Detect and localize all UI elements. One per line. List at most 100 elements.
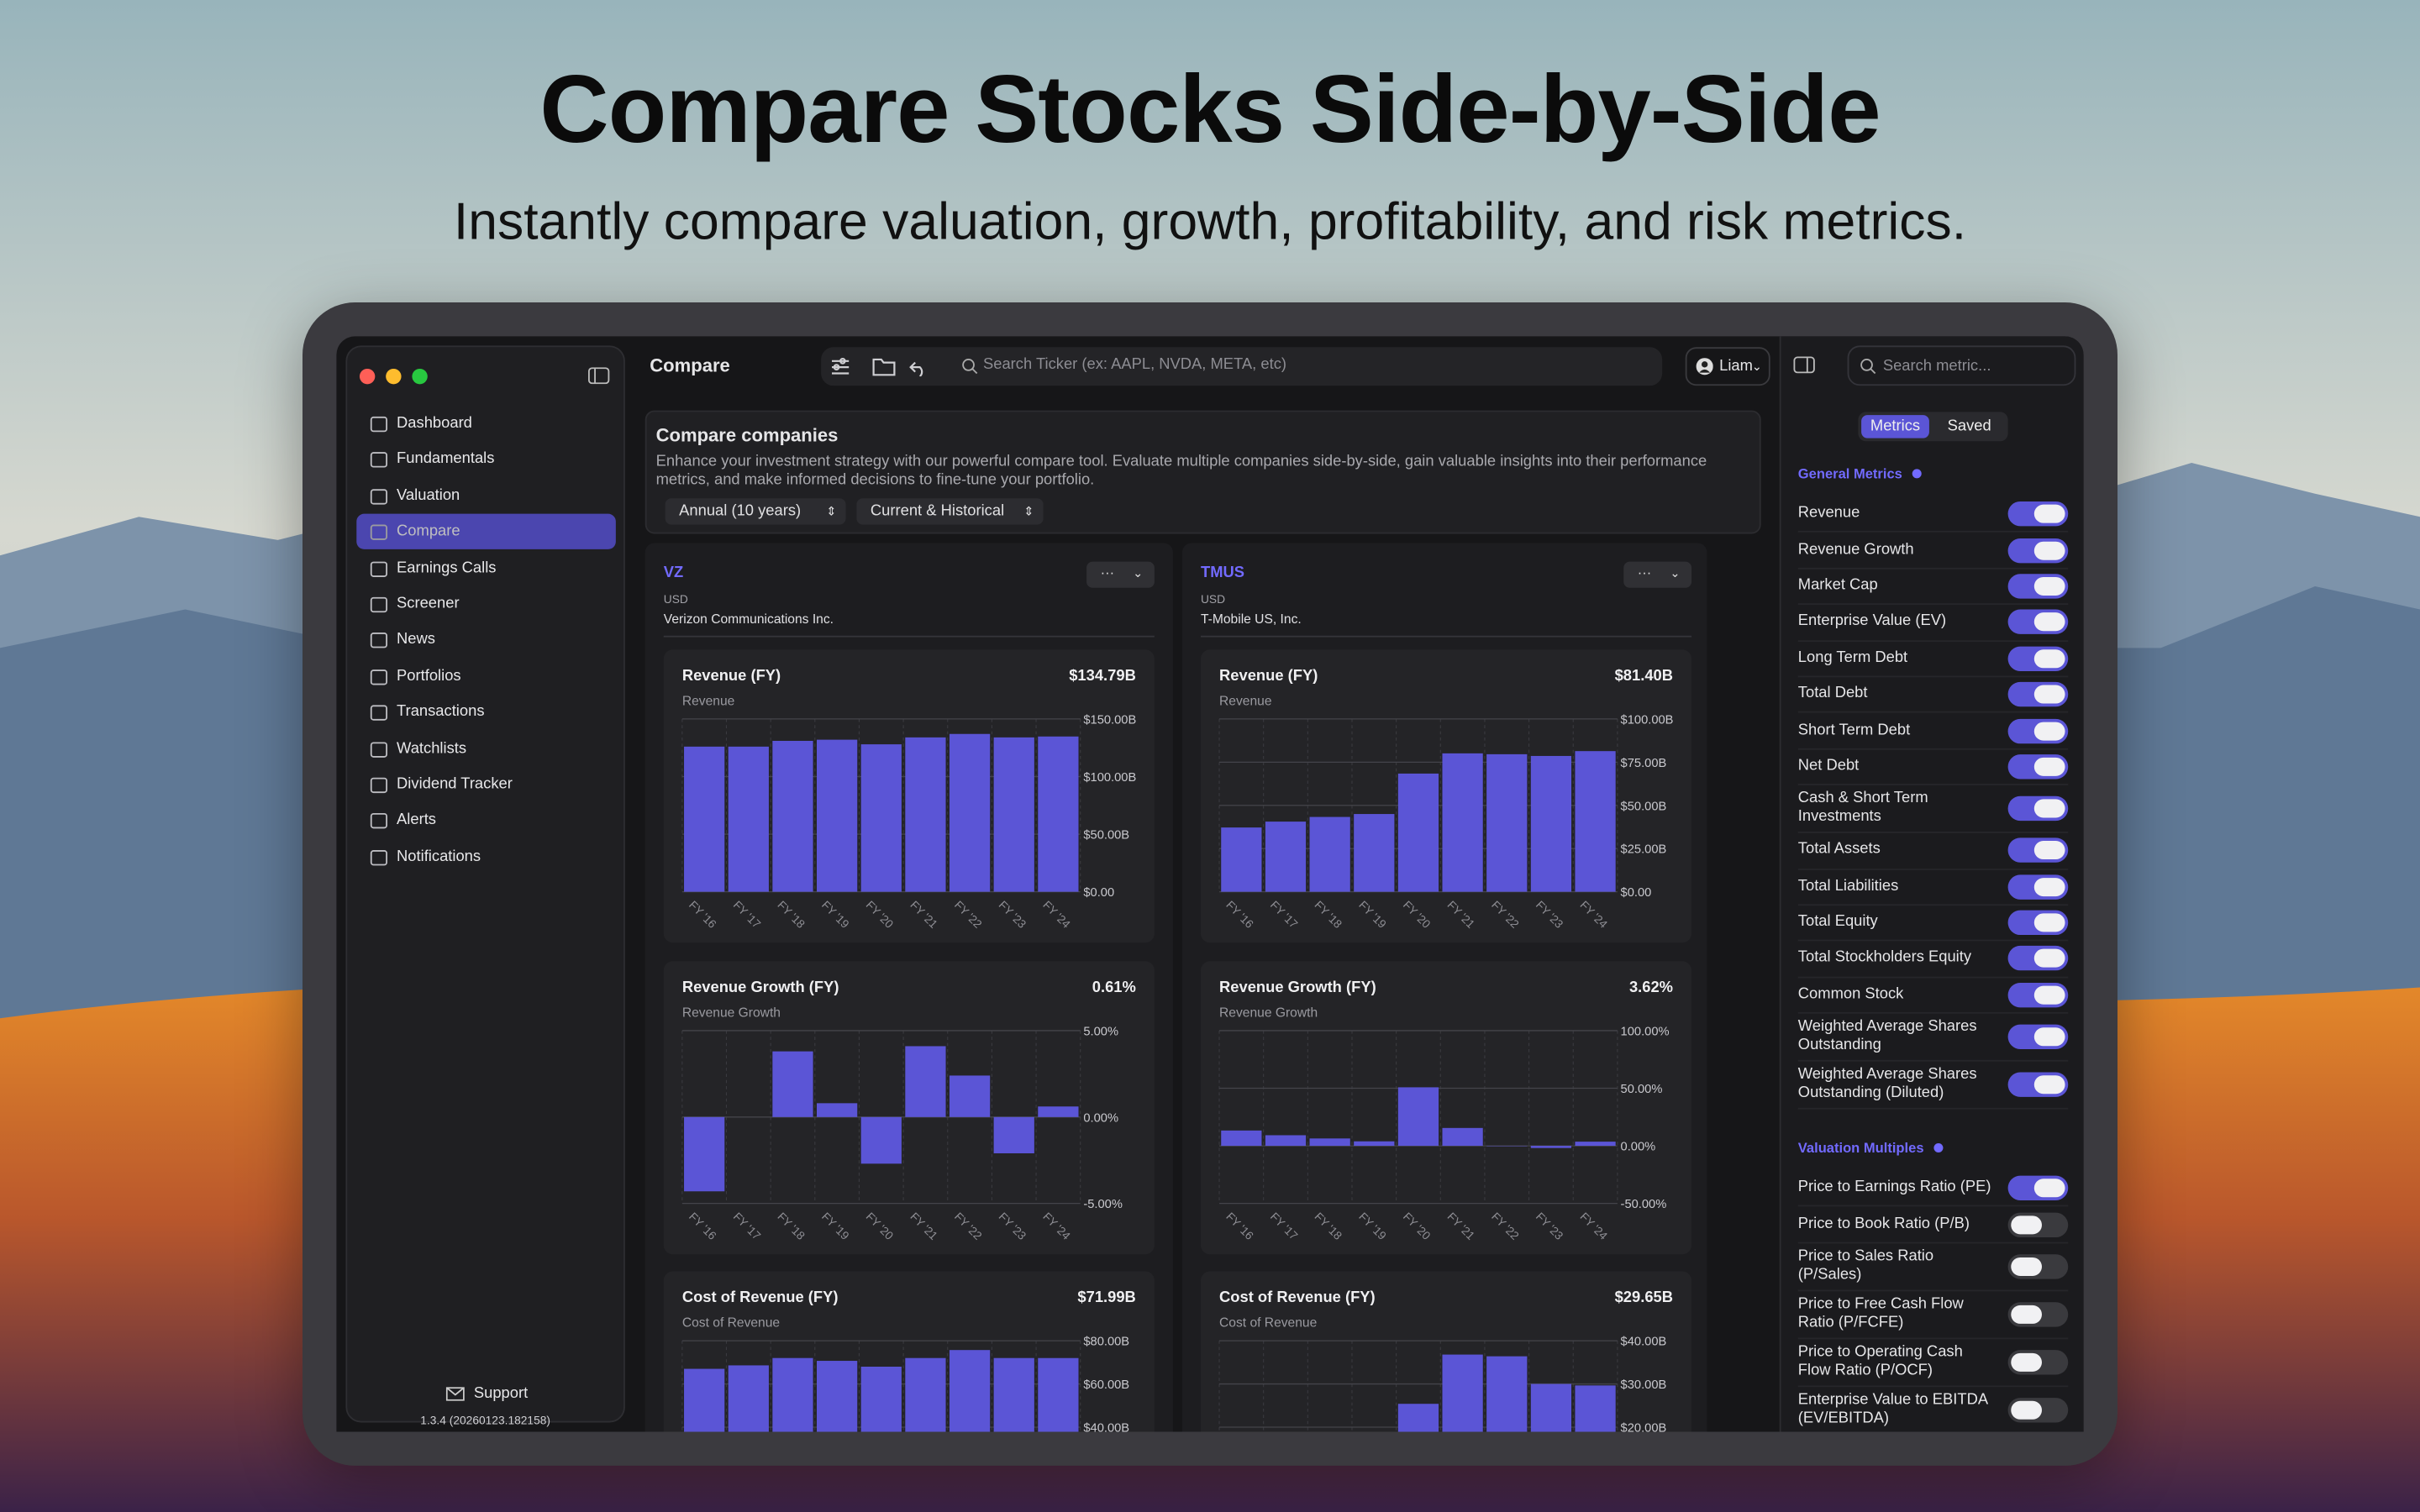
period-select[interactable]: Annual (10 years) ⇕ [665, 498, 846, 525]
toggle[interactable] [2007, 1212, 2069, 1237]
tab[interactable]: Metrics [1861, 415, 1929, 438]
metric-label: Enterprise Value to EBITDA (EV/EBITDA) [1797, 1391, 1988, 1427]
toggle[interactable] [2007, 795, 2069, 822]
toggle[interactable] [2007, 874, 2069, 900]
user-button[interactable]: Liam ⌄ [1685, 347, 1770, 386]
bar [1397, 1086, 1439, 1146]
minimize-button[interactable] [386, 368, 402, 385]
chart-title: Revenue (FY) [682, 666, 781, 684]
sidebar-toggle[interactable] [587, 367, 610, 385]
nav-icon [370, 849, 388, 866]
bar [1530, 755, 1572, 892]
nav-label: News [397, 631, 435, 649]
toggle[interactable] [2007, 501, 2069, 527]
toggle-knob [2033, 721, 2065, 740]
page-title: Compare [650, 354, 730, 377]
company-panel: VZ USD Verizon Communications Inc. ··· ⌄ Reve… [644, 543, 1173, 1432]
nav-item[interactable]: Transactions [356, 695, 616, 730]
toggle[interactable] [2007, 837, 2069, 864]
x-tick-label: FY '22 [952, 1210, 984, 1242]
nav-item[interactable]: Earnings Calls [356, 550, 616, 585]
toggle[interactable] [2007, 1072, 2069, 1098]
toggle[interactable] [2007, 910, 2069, 936]
nav-item[interactable]: Dashboard [356, 406, 616, 441]
metric-label: Common Stock [1797, 985, 1904, 1003]
bar [728, 1365, 769, 1432]
bar [1265, 1134, 1307, 1146]
metric-row: Common Stock [1797, 978, 2069, 1014]
nav-item[interactable]: Fundamentals [356, 442, 616, 477]
toggle[interactable] [2007, 610, 2069, 635]
nav-item[interactable]: Portfolios [356, 659, 616, 694]
chart-card: Revenue (FY) $134.79B Revenue $0.00 $50.00B $… [663, 649, 1155, 943]
nav-item[interactable]: Watchlists [356, 731, 616, 766]
inspector-toggle[interactable] [1793, 356, 1815, 374]
subheadline: Instantly compare valuation, growth, pro… [453, 192, 1967, 252]
bar [684, 1116, 725, 1191]
company-name: T-Mobile US, Inc. [1200, 611, 1302, 627]
toggle[interactable] [2007, 1349, 2069, 1375]
toggle-knob [2033, 612, 2065, 632]
toggle[interactable] [2007, 946, 2069, 972]
nav-item[interactable]: Dividend Tracker [356, 767, 616, 802]
chart-subtitle: Revenue Growth [1219, 1005, 1318, 1019]
toggle[interactable] [2007, 1301, 2069, 1327]
toggle[interactable] [2007, 574, 2069, 599]
metric-list: General Metrics Revenue Revenue Growth Mark… [1797, 452, 2069, 1431]
nav-item[interactable]: Alerts [356, 803, 616, 838]
nav-item[interactable]: Compare [356, 513, 616, 550]
more-button[interactable]: ··· ⌄ [1623, 561, 1692, 588]
x-tick-label: FY '22 [1489, 899, 1521, 931]
divider [1200, 635, 1692, 638]
company-panel: TMUS USD T-Mobile US, Inc. ··· ⌄ Revenue (FY)… [1181, 543, 1707, 1432]
nav-label: Earnings Calls [397, 559, 497, 577]
toggle[interactable] [2007, 1024, 2069, 1050]
tab[interactable]: Saved [1947, 417, 1991, 435]
x-tick-label: FY '24 [1040, 899, 1073, 932]
nav-icon [370, 705, 388, 722]
x-tick-label: FY '21 [908, 1210, 939, 1242]
nav-item[interactable]: Screener [356, 586, 616, 622]
y-tick-label: $75.00B [1621, 757, 1667, 770]
toggle[interactable] [2007, 1176, 2069, 1201]
nav-icon [370, 813, 388, 830]
chart-headline: $81.40B [1615, 666, 1673, 684]
chart-subtitle: Revenue [1219, 694, 1271, 708]
toggle[interactable] [2007, 682, 2069, 707]
toggle[interactable] [2007, 718, 2069, 743]
toggle-knob [2033, 504, 2065, 523]
metric-row: Revenue Growth [1797, 533, 2069, 570]
chart-card: Revenue Growth (FY) 3.62% Revenue Growth -5… [1200, 960, 1692, 1254]
x-tick-label: FY '19 [1356, 899, 1388, 931]
support-link[interactable]: Support [473, 1385, 529, 1403]
toggle[interactable] [2007, 538, 2069, 563]
x-tick-label: FY '23 [1534, 1210, 1566, 1242]
toggle-knob [2033, 1075, 2065, 1095]
y-tick-label: $50.00B [1621, 800, 1667, 813]
toggle-knob [2033, 648, 2065, 668]
metric-row: Total Stockholders Equity [1797, 942, 2069, 978]
more-button[interactable]: ··· ⌄ [1086, 561, 1155, 588]
toggle[interactable] [2007, 754, 2069, 780]
metric-search[interactable]: Search metric... [1847, 345, 2076, 386]
toolbar-icons[interactable] [830, 356, 969, 377]
nav-item[interactable]: Valuation [356, 478, 616, 513]
mode-select[interactable]: Current & Historical ⇕ [856, 498, 1044, 525]
x-tick-label: FY '24 [1577, 1210, 1610, 1242]
toggle[interactable] [2007, 982, 2069, 1008]
close-button[interactable] [359, 368, 376, 385]
chart-subtitle: Cost of Revenue [682, 1316, 780, 1331]
ticker-search[interactable]: Search Ticker (ex: AAPL, NVDA, META, etc… [983, 356, 1287, 374]
toggle[interactable] [2007, 1254, 2069, 1279]
toggle[interactable] [2007, 1397, 2069, 1423]
metric-row: Short Term Debt [1797, 713, 2069, 750]
toggle[interactable] [2007, 646, 2069, 671]
nav-label: Dividend Tracker [397, 775, 513, 794]
nav-item[interactable]: News [356, 622, 616, 658]
x-tick-label: FY '20 [1401, 899, 1434, 932]
nav-item[interactable]: Notifications [356, 839, 616, 874]
zoom-button[interactable] [412, 368, 428, 385]
x-tick-label: FY '21 [908, 899, 939, 931]
y-tick-label: 100.00% [1621, 1025, 1670, 1038]
